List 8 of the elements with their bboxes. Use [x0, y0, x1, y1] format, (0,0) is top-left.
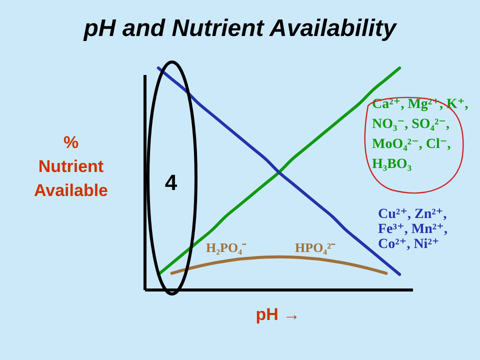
chart-title: pH and Nutrient Availability: [82, 15, 398, 42]
annotation: 4: [164, 170, 178, 195]
annotation: H₂PO₄⁻: [206, 240, 247, 255]
series-label: Ca²⁺, Mg²⁺, K⁺, NO₃⁻, SO₄²⁻, MoO₄²⁻, Cl⁻, H₃BO₃: [372, 97, 468, 172]
annotation: HPO₄²⁻: [295, 240, 336, 255]
y-axis-title: % Nutrient Available: [34, 133, 108, 200]
series-label: Cu²⁺, Zn²⁺, Fe³⁺, Mn²⁺, Co²⁺, Ni²⁺: [378, 207, 448, 252]
x-axis-title: pH →: [256, 305, 300, 324]
